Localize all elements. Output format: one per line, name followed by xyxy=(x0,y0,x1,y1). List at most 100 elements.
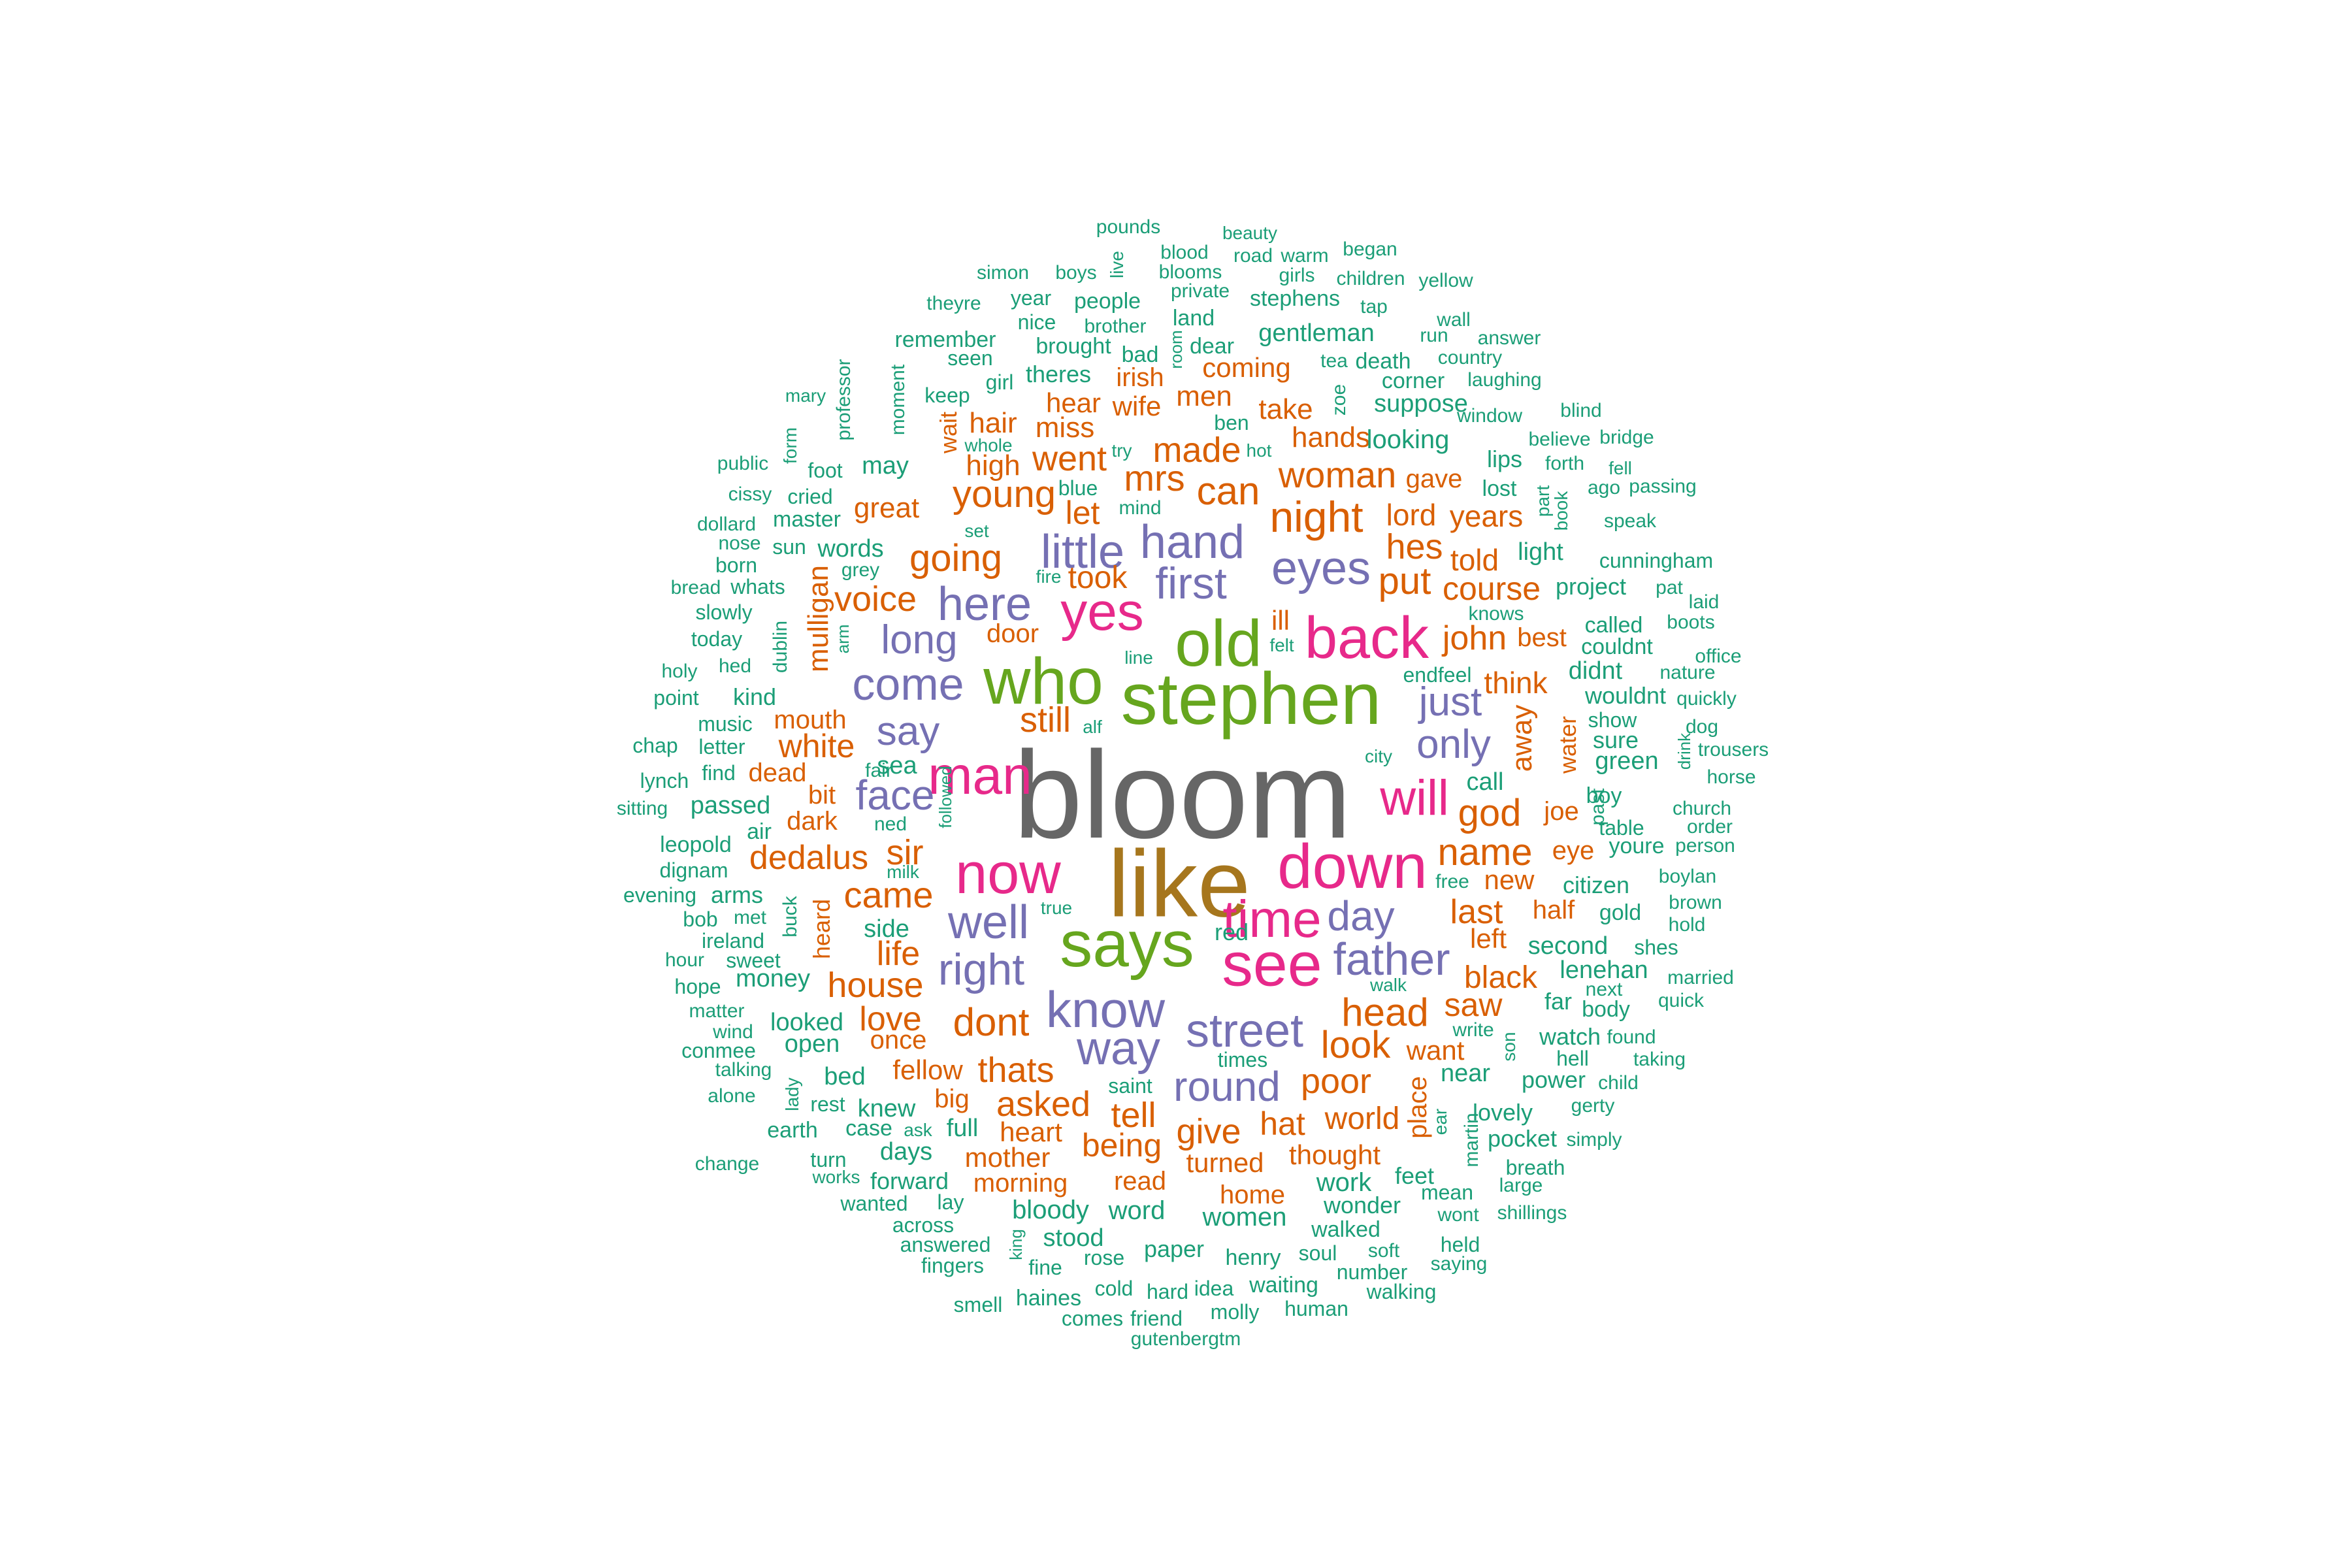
word-called: called xyxy=(1584,613,1643,638)
word-take: take xyxy=(1258,393,1313,425)
word-walking: walking xyxy=(1366,1280,1437,1303)
word-today: today xyxy=(691,627,743,651)
word-works: works xyxy=(812,1167,860,1187)
word-say: say xyxy=(876,709,940,754)
word-brother: brother xyxy=(1084,316,1147,337)
word-wife: wife xyxy=(1112,391,1162,421)
word-last: last xyxy=(1450,893,1503,931)
word-sitting: sitting xyxy=(616,798,668,819)
word-may: may xyxy=(862,452,909,480)
word-still: still xyxy=(1020,700,1071,740)
word-air: air xyxy=(747,819,772,844)
word-mean: mean xyxy=(1420,1181,1474,1204)
word-sea: sea xyxy=(877,752,917,779)
word-ear: ear xyxy=(1430,1108,1450,1135)
word-says: says xyxy=(1060,907,1194,981)
word-holy: holy xyxy=(661,661,698,682)
word-drink: drink xyxy=(1674,732,1694,770)
word-ill: ill xyxy=(1271,605,1290,636)
word-women: women xyxy=(1202,1203,1287,1232)
word-next: next xyxy=(1585,979,1623,1000)
word-matter: matter xyxy=(689,1000,745,1022)
word-made: made xyxy=(1152,431,1241,470)
word-bloom: bloom xyxy=(1013,726,1352,864)
word-blooms: blooms xyxy=(1158,261,1222,283)
word-lynch: lynch xyxy=(640,769,689,792)
word-days: days xyxy=(879,1138,933,1166)
word-land: land xyxy=(1172,306,1215,331)
word-find: find xyxy=(702,761,736,785)
word-fingers: fingers xyxy=(921,1254,985,1277)
word-read: read xyxy=(1113,1167,1167,1196)
word-master: master xyxy=(773,507,841,532)
word-joe: joe xyxy=(1544,797,1579,826)
word-saw: saw xyxy=(1444,987,1503,1023)
word-kind: kind xyxy=(732,683,777,710)
word-alone: alone xyxy=(708,1085,756,1107)
word-youre: youre xyxy=(1609,834,1665,858)
word-far: far xyxy=(1544,988,1573,1015)
word-bloody: bloody xyxy=(1012,1196,1089,1224)
word-shillings: shillings xyxy=(1497,1202,1567,1224)
word-took: took xyxy=(1068,561,1128,595)
word-know: know xyxy=(1045,981,1166,1038)
word-stephens: stephens xyxy=(1250,286,1340,311)
word-letter: letter xyxy=(698,735,745,759)
word-lord: lord xyxy=(1386,498,1437,532)
word-cissy: cissy xyxy=(728,483,772,505)
word-corner: corner xyxy=(1381,368,1445,393)
word-laughing: laughing xyxy=(1467,369,1542,391)
word-cried: cried xyxy=(787,485,833,508)
word-sure: sure xyxy=(1592,727,1639,753)
word-stood: stood xyxy=(1043,1224,1104,1252)
word-horse: horse xyxy=(1707,766,1756,788)
word-foot: foot xyxy=(808,459,843,482)
word-word: word xyxy=(1108,1196,1166,1225)
word-being: being xyxy=(1081,1127,1162,1164)
word-sweet: sweet xyxy=(726,949,781,972)
word-citizen: citizen xyxy=(1562,872,1630,898)
word-child: child xyxy=(1598,1072,1639,1094)
word-going: going xyxy=(909,537,1002,580)
word-yellow: yellow xyxy=(1418,270,1473,291)
word-green: green xyxy=(1595,747,1659,775)
word-name: name xyxy=(1437,831,1533,874)
word-dark: dark xyxy=(787,807,838,836)
word-city: city xyxy=(1365,746,1392,766)
word-theyre: theyre xyxy=(926,293,981,314)
word-turned: turned xyxy=(1186,1147,1264,1178)
word-hand: hand xyxy=(1139,516,1245,568)
word-coming: coming xyxy=(1202,352,1291,383)
word-looked: looked xyxy=(770,1009,843,1036)
word-morning: morning xyxy=(973,1169,1068,1198)
word-best: best xyxy=(1517,623,1567,652)
word-fellow: fellow xyxy=(892,1054,963,1085)
word-gave: gave xyxy=(1405,465,1463,493)
word-cold: cold xyxy=(1094,1277,1134,1300)
word-eye: eye xyxy=(1552,836,1595,865)
word-bread: bread xyxy=(670,577,721,598)
word-dont: dont xyxy=(953,1000,1030,1044)
word-soft: soft xyxy=(1367,1240,1400,1262)
word-fair: fair xyxy=(865,760,892,781)
word-bob: bob xyxy=(683,907,718,931)
word-who: who xyxy=(983,645,1103,718)
word-born: born xyxy=(715,553,758,577)
word-water: water xyxy=(1554,715,1581,774)
word-wanted: wanted xyxy=(840,1192,908,1215)
word-king: king xyxy=(1006,1229,1026,1260)
word-ned: ned xyxy=(874,813,907,835)
word-shes: shes xyxy=(1634,936,1678,959)
word-part: part xyxy=(1533,485,1553,517)
word-buck: buck xyxy=(779,896,801,938)
word-beauty: beauty xyxy=(1222,223,1278,243)
word-open: open xyxy=(784,1030,840,1058)
word-church: church xyxy=(1672,798,1732,819)
word-tap: tap xyxy=(1360,296,1388,318)
word-haines: haines xyxy=(1015,1286,1082,1311)
word-girls: girls xyxy=(1279,265,1315,286)
word-red: red xyxy=(1214,919,1249,945)
word-alf: alf xyxy=(1083,717,1102,737)
word-old: old xyxy=(1175,607,1262,680)
word-high: high xyxy=(966,449,1021,482)
